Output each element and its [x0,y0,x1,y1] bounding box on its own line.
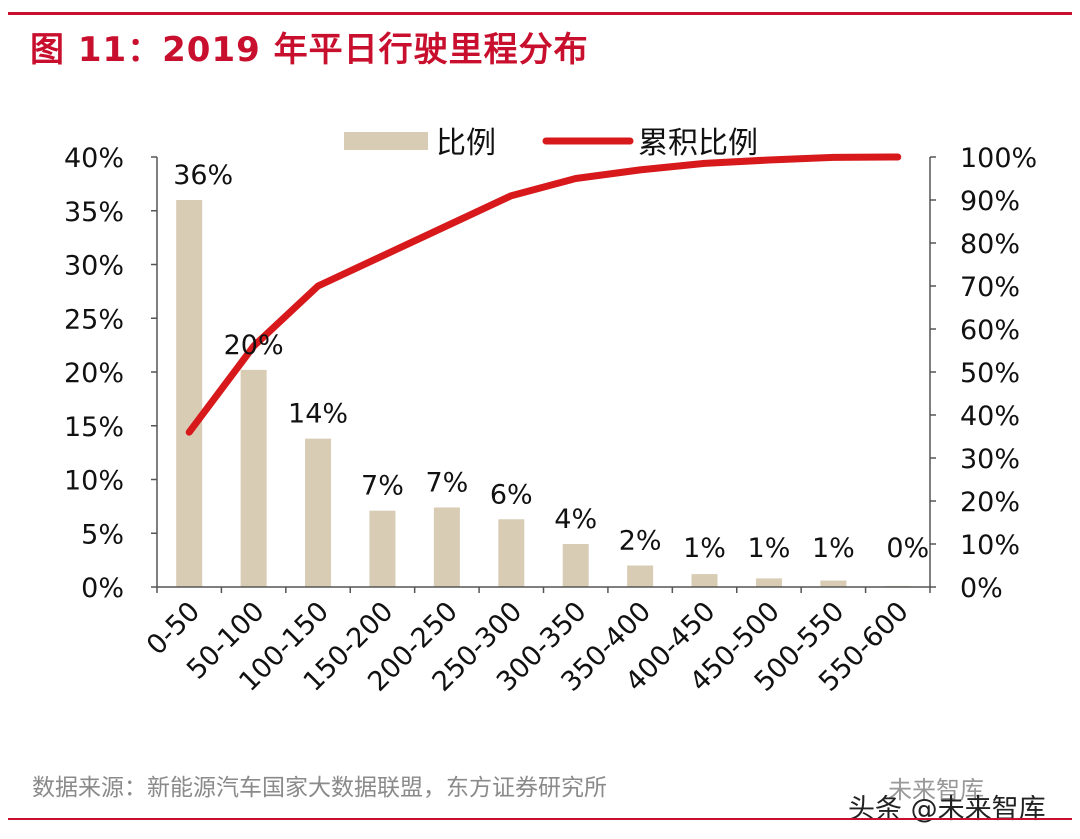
right-tick-label: 80% [960,229,1020,260]
left-tick-label: 40% [64,143,124,174]
watermark: 头条 @未来智库 [848,794,1046,825]
data-label-250-300: 6% [490,479,533,510]
watermark-faint: 未来智库 [888,776,984,804]
legend-line-label: 累积比例 [638,126,758,161]
right-tick-label: 90% [960,186,1020,217]
right-tick-label: 50% [960,358,1020,389]
data-label-450-500: 1% [748,533,791,564]
bar-500-550 [820,580,847,587]
legend-bar-swatch [344,132,428,150]
left-tick-label: 25% [64,304,124,335]
bar-series [176,200,911,587]
cumulative-line-series [185,153,902,436]
left-tick-label: 20% [64,358,124,389]
data-labels: 36% 20% 14% 7% 7% 6% 4% 2% 1% 1% 1% 0% [173,160,929,564]
chart: 0% 5% 10% 15% 20% 25% 30% 35% 40% 0% 10% 20% 30% 40% 5… [64,126,1037,698]
top-rule [8,12,1072,15]
source-note: 数据来源：新能源汽车国家大数据联盟，东方证券研究所 [32,775,607,801]
right-tick-label: 0% [960,573,1003,604]
bar-150-200 [369,510,396,587]
bar-350-400 [627,565,654,587]
right-tick-label: 100% [960,143,1037,174]
right-tick-label: 10% [960,530,1020,561]
bar-300-350 [562,544,589,587]
bar-250-300 [498,519,525,587]
right-tick-label: 30% [960,444,1020,475]
data-label-350-400: 2% [619,526,662,557]
left-tick-label: 5% [81,519,124,550]
left-tick-label: 15% [64,412,124,443]
right-tick-label: 60% [960,315,1020,346]
cumulative-line [185,153,902,436]
data-label-500-550: 1% [812,533,855,564]
bar-200-250 [433,507,460,587]
legend-bar-label: 比例 [436,126,496,161]
data-label-100-150: 14% [288,399,348,430]
bar-0-50 [176,200,203,587]
bar-100-150 [305,438,332,587]
chart-title: 图 11：2019 年平日行驶里程分布 [30,30,589,70]
data-label-50-100: 20% [224,330,284,361]
left-tick-label: 10% [64,466,124,497]
bottom-rule [8,818,1072,820]
left-tick-label: 35% [64,197,124,228]
bar-450-500 [755,578,782,587]
right-tick-label: 40% [960,401,1020,432]
bar-400-450 [691,574,718,587]
data-label-400-450: 1% [683,533,726,564]
right-tick-label: 20% [960,487,1020,518]
left-tick-label: 0% [81,573,124,604]
bar-50-100 [240,369,267,587]
right-tick-label: 70% [960,272,1020,303]
data-label-0-50: 36% [173,160,233,191]
data-label-550-600: 0% [886,533,929,564]
left-tick-label: 30% [64,251,124,282]
data-label-200-250: 7% [425,467,468,498]
axes: 0% 5% 10% 15% 20% 25% 30% 35% 40% 0% 10% 20% 30% 40% 5… [64,143,1037,698]
data-label-150-200: 7% [361,471,404,502]
data-label-300-350: 4% [554,504,597,535]
legend: 比例 累积比例 [344,126,758,161]
